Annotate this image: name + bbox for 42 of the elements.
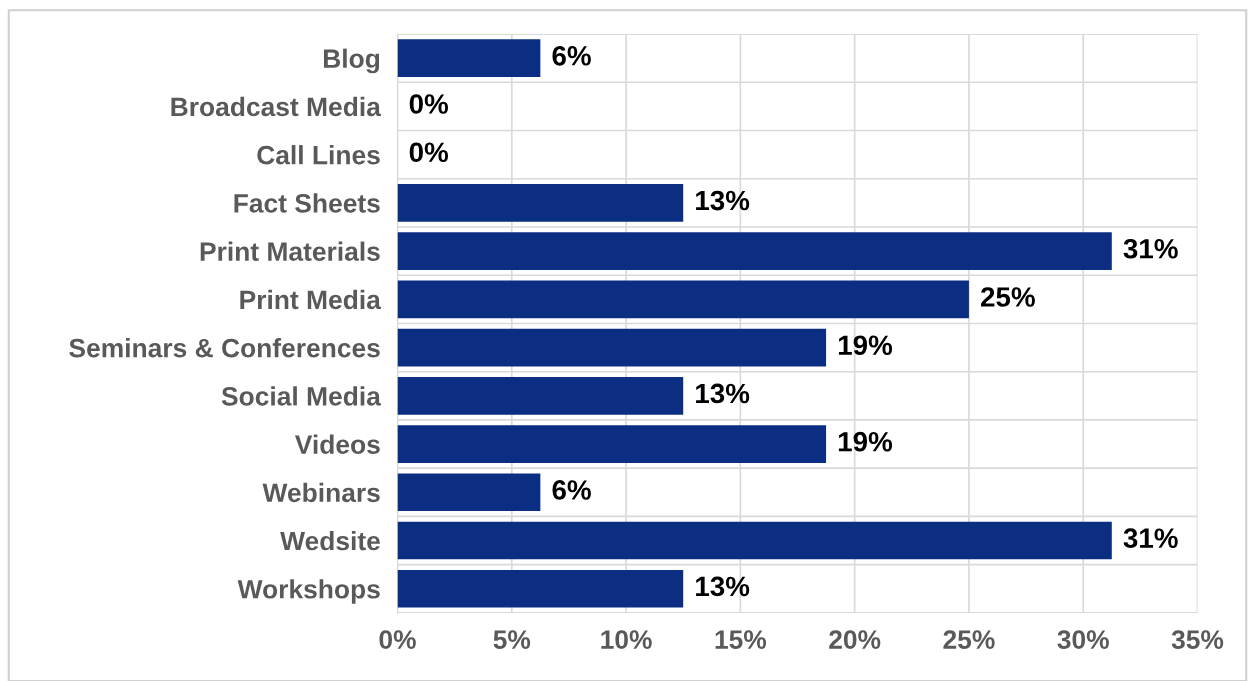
x-tick-label: 5% [493,630,531,649]
y-tick-label: Fact Sheets [234,193,380,213]
bar [397,521,1112,560]
bar [397,377,684,415]
bar [397,473,541,512]
y-tick-label: Social Media [221,386,382,406]
x-tick-label: 0% [379,630,416,649]
bar [397,328,827,367]
y-tick-label: Seminars & Conferences [69,338,380,358]
data-label: 6% [552,480,591,500]
y-tick-label: Webinars [262,482,380,503]
y-tick-label: Print Media [240,289,382,310]
bar [397,232,1112,270]
y-tick-label: Broadcast Media [171,96,382,117]
data-label: 13% [696,190,750,211]
x-tick-label: 25% [943,630,995,649]
bar [397,184,684,222]
data-label: 13% [696,576,750,597]
y-tick-label: Blog [323,48,380,74]
data-label: 25% [981,287,1035,307]
bar [397,39,541,77]
data-label: 13% [696,383,750,404]
data-label: 0% [409,94,449,114]
bar [397,425,827,463]
data-label: 0% [409,142,449,163]
y-tick-label: Print Materials [200,241,380,261]
x-tick-label: 15% [715,630,767,649]
y-tick-label: Videos [294,434,380,454]
x-tick-label: 20% [829,630,881,649]
x-tick-label: 30% [1057,630,1109,649]
y-tick-label: Wedsite [280,530,380,551]
data-label: 19% [838,335,893,356]
y-tick-label: Call Lines [257,145,380,165]
x-tick-label: 10% [601,630,652,649]
data-label: 31% [1123,238,1178,259]
data-label: 19% [838,431,893,452]
x-tick-label: 35% [1171,630,1224,649]
bar [397,569,684,608]
y-tick-label: Workshops [237,579,380,604]
data-label: 6% [552,45,591,66]
data-label: 31% [1123,528,1178,549]
bar [397,280,969,319]
